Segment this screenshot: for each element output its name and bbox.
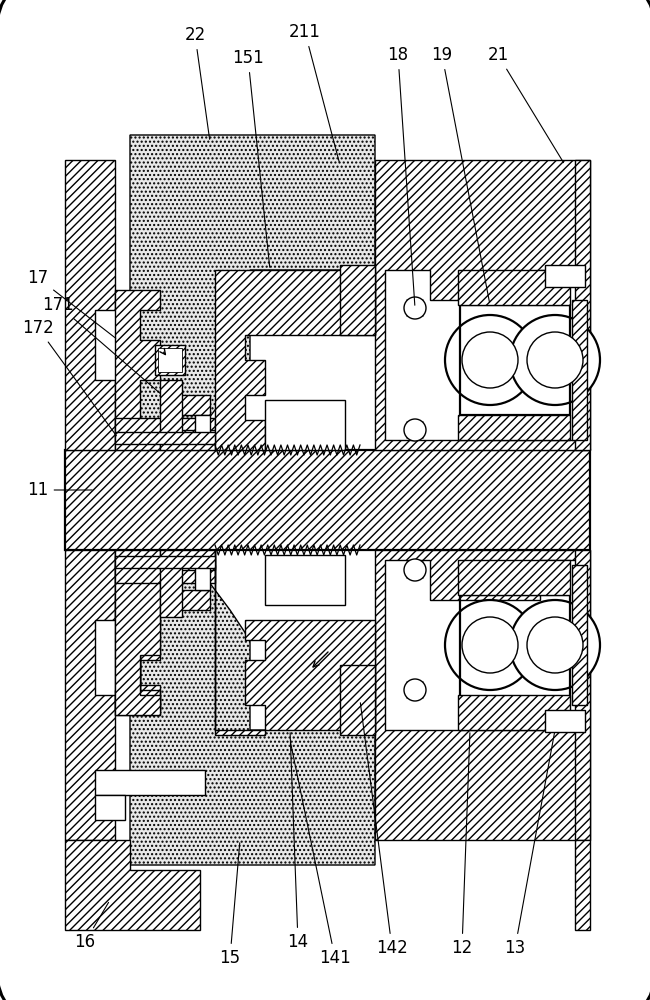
Polygon shape	[115, 290, 160, 450]
Polygon shape	[65, 160, 115, 450]
Bar	[545, 265, 585, 287]
Text: 11: 11	[27, 481, 92, 499]
Bar	[195, 415, 210, 440]
Bar	[575, 550, 590, 840]
Polygon shape	[375, 160, 590, 450]
Polygon shape	[115, 550, 160, 715]
Circle shape	[510, 600, 600, 690]
Circle shape	[404, 679, 426, 701]
Bar	[575, 160, 590, 450]
Circle shape	[510, 315, 600, 405]
Polygon shape	[385, 560, 580, 730]
Bar	[165, 565, 180, 590]
Circle shape	[404, 559, 426, 581]
Polygon shape	[215, 270, 375, 450]
Circle shape	[527, 332, 583, 388]
Bar	[95, 795, 125, 820]
Bar	[160, 430, 215, 450]
Bar	[340, 665, 375, 735]
Bar	[115, 418, 215, 436]
Polygon shape	[385, 270, 580, 440]
Circle shape	[462, 332, 518, 388]
Bar	[575, 840, 590, 930]
Bar	[160, 562, 182, 617]
Bar	[160, 380, 182, 435]
Polygon shape	[65, 550, 115, 840]
Bar	[115, 565, 215, 583]
Text: 171: 171	[42, 296, 160, 393]
Bar	[340, 265, 375, 335]
Polygon shape	[65, 840, 200, 930]
Bar	[458, 695, 570, 730]
Bar	[158, 348, 182, 372]
Circle shape	[404, 297, 426, 319]
Text: 17: 17	[27, 269, 116, 338]
Text: 19: 19	[432, 46, 489, 302]
Text: 22: 22	[185, 26, 209, 139]
Bar	[545, 710, 585, 732]
Polygon shape	[115, 550, 160, 715]
Text: 16: 16	[75, 902, 109, 951]
Text: 211: 211	[289, 23, 339, 162]
Bar	[165, 590, 210, 610]
Polygon shape	[215, 550, 375, 735]
Bar	[460, 305, 570, 415]
Bar	[265, 555, 345, 605]
Bar	[195, 565, 210, 590]
Polygon shape	[375, 550, 590, 840]
Text: 15: 15	[220, 843, 240, 967]
Text: 142: 142	[360, 703, 408, 957]
Bar	[155, 345, 185, 375]
Text: 18: 18	[387, 46, 415, 305]
Circle shape	[527, 617, 583, 673]
Circle shape	[445, 315, 535, 405]
Text: 21: 21	[488, 46, 564, 163]
Bar	[95, 770, 205, 795]
Circle shape	[445, 600, 535, 690]
Circle shape	[404, 419, 426, 441]
Bar	[572, 300, 587, 440]
Bar	[458, 415, 570, 440]
Bar	[115, 556, 215, 568]
Text: 172: 172	[22, 319, 116, 436]
Bar	[460, 595, 570, 705]
Bar	[165, 395, 210, 415]
Bar	[458, 560, 570, 595]
Polygon shape	[130, 135, 375, 430]
Polygon shape	[130, 570, 375, 865]
Text: 13: 13	[504, 733, 554, 957]
Bar	[160, 550, 215, 570]
Bar	[165, 415, 180, 440]
Text: 141: 141	[291, 743, 351, 967]
Bar	[572, 565, 587, 705]
Text: 14: 14	[287, 733, 309, 951]
Text: 151: 151	[232, 49, 270, 267]
Text: 12: 12	[451, 733, 473, 957]
Bar	[115, 432, 215, 444]
Circle shape	[462, 617, 518, 673]
Bar	[458, 270, 570, 305]
Bar	[65, 450, 590, 550]
Bar	[265, 400, 345, 450]
